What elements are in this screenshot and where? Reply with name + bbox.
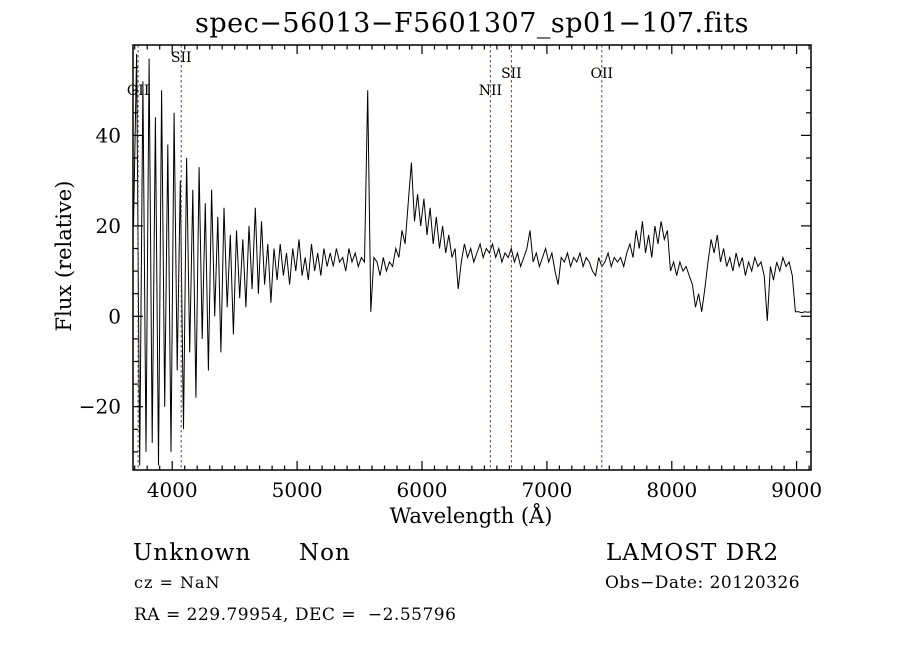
classification-label: Unknown <box>133 540 252 566</box>
x-tick-label: 6000 <box>397 478 448 502</box>
marker-label-sii: SII <box>171 50 192 66</box>
x-tick-label: 7000 <box>521 478 572 502</box>
x-tick-label: 8000 <box>646 478 697 502</box>
y-tick-label: 0 <box>108 304 121 328</box>
axes: 4000 5000 6000 7000 8000 9000 −20 0 20 40 <box>79 44 822 502</box>
x-tick-label: 4000 <box>147 478 198 502</box>
page-title: spec−56013−F5601307_sp01−107.fits <box>195 8 749 39</box>
cz-label: cz = NaN <box>134 573 221 592</box>
marker-label-oii: OII <box>127 83 150 99</box>
marker-label-nii: NII <box>479 83 502 99</box>
subclass-label: Non <box>299 540 351 566</box>
x-axis-label: Wavelength (Å) <box>389 504 553 528</box>
obs-date-label: Obs−Date: 20120326 <box>605 573 801 593</box>
y-tick-label: 40 <box>96 123 121 147</box>
marker-label-oii: OII <box>591 66 614 82</box>
x-tick-label: 9000 <box>771 478 822 502</box>
spectrum-line <box>133 53 812 466</box>
ra-dec-label: RA = 229.79954, DEC = −2.55796 <box>134 605 457 625</box>
x-tick-label: 5000 <box>272 478 323 502</box>
y-tick-label: −20 <box>79 395 121 419</box>
survey-label: LAMOST DR2 <box>606 540 780 566</box>
marker-label-sii: SII <box>501 66 522 82</box>
y-tick-label: 20 <box>96 214 121 238</box>
